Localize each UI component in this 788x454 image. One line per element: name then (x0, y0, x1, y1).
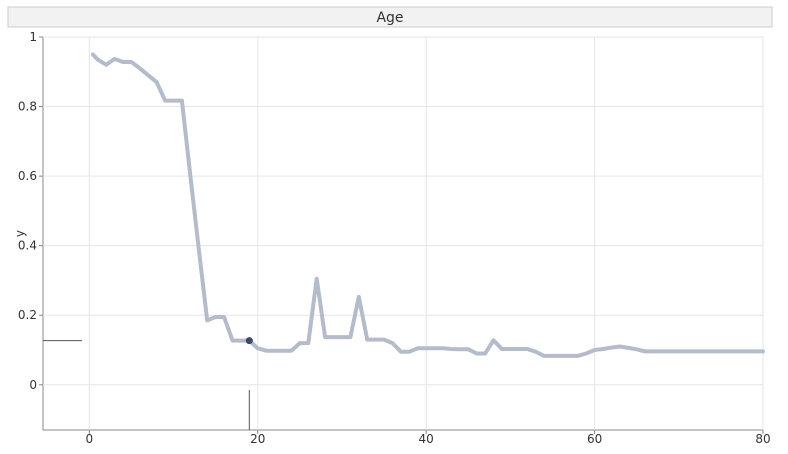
x-tick-label: 80 (755, 432, 770, 446)
grid-lines (43, 36, 764, 430)
x-tick-label: 60 (587, 432, 602, 446)
plot-frame (42, 36, 764, 431)
x-tick-label: 20 (250, 432, 265, 446)
series-line (90, 52, 765, 358)
tick-labels: 0 20 40 60 80 0 0.2 0.4 0.6 0.8 1 (18, 30, 771, 446)
y-axis-label: y (13, 230, 27, 237)
x-tick-label: 40 (419, 432, 434, 446)
chart-title: Age (376, 10, 403, 26)
series-group (90, 52, 765, 358)
y-tick-label: 1 (29, 30, 37, 44)
reference-lines (43, 340, 250, 430)
title-bar (7, 6, 773, 28)
y-tick-label: 0.4 (18, 239, 37, 253)
y-tick-label: 0.2 (18, 308, 37, 322)
y-tick-label: 0.8 (18, 100, 37, 114)
x-tick-label: 0 (85, 432, 93, 446)
data-point-marker (245, 337, 253, 345)
y-tick-label: 0 (29, 378, 37, 392)
y-tick-label: 0.6 (18, 169, 37, 183)
